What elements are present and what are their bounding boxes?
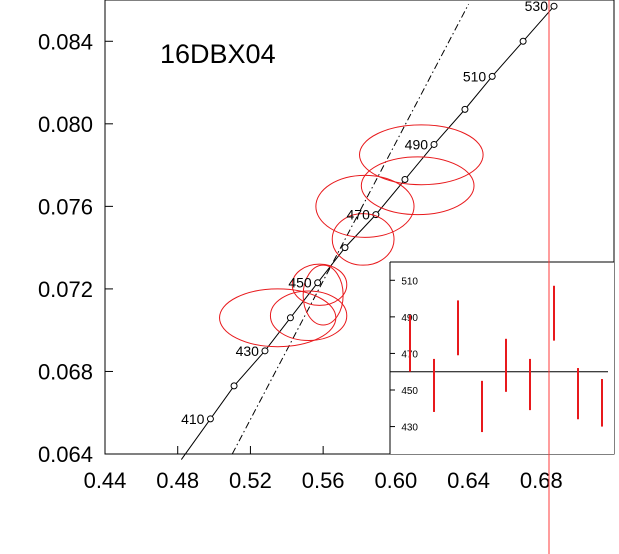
error-ellipse xyxy=(360,156,475,216)
concordia-point xyxy=(286,314,294,322)
age-label: 470 xyxy=(347,207,371,223)
inset-tick-label: 430 xyxy=(401,423,418,434)
error-ellipse xyxy=(291,263,348,306)
error-ellipse xyxy=(315,174,415,238)
error-ellipse xyxy=(359,124,484,186)
x-tick-label: 0.44 xyxy=(84,468,127,493)
concordia-point xyxy=(230,382,238,390)
y-tick-label: 0.076 xyxy=(38,194,93,219)
y-tick-label: 0.072 xyxy=(38,277,93,302)
concordia-point xyxy=(550,2,558,10)
x-tick-label: 0.64 xyxy=(447,468,490,493)
age-label: 490 xyxy=(405,136,429,152)
age-label: 530 xyxy=(525,0,549,14)
error-ellipses xyxy=(219,124,484,348)
x-tick-label: 0.56 xyxy=(302,468,345,493)
inset-tick-label: 450 xyxy=(401,386,418,397)
concordia-point xyxy=(341,244,349,252)
x-tick-label: 0.52 xyxy=(229,468,272,493)
reference-line-segment xyxy=(231,3,470,455)
concordia-curve xyxy=(180,2,558,460)
y-tick-label: 0.064 xyxy=(38,442,93,467)
concordia-point xyxy=(401,176,409,184)
error-ellipse xyxy=(269,290,348,341)
age-label: 430 xyxy=(236,343,260,359)
error-ellipse xyxy=(331,213,395,266)
error-ellipse xyxy=(302,264,344,326)
y-tick-label: 0.084 xyxy=(38,29,93,54)
x-tick-label: 0.68 xyxy=(520,468,563,493)
inset-tick-label: 510 xyxy=(401,276,418,287)
concordia-point xyxy=(488,72,496,80)
plot-frame xyxy=(104,0,615,455)
inset-background xyxy=(390,262,614,454)
age-label: 510 xyxy=(463,68,487,84)
concordia-point xyxy=(519,37,527,45)
x-tick-label: 0.60 xyxy=(374,468,417,493)
age-labels: 410 430 450 470 490 510 530 xyxy=(181,0,548,427)
error-ellipse xyxy=(219,288,337,348)
age-label: 450 xyxy=(288,275,312,291)
concordia-point xyxy=(314,279,322,287)
concordia-point xyxy=(430,140,438,148)
concordia-point xyxy=(261,347,269,355)
y-tick-label: 0.068 xyxy=(38,359,93,384)
x-tick-label: 0.48 xyxy=(156,468,199,493)
y-tick-label: 0.080 xyxy=(38,112,93,137)
reference-line xyxy=(231,3,470,455)
concordia-point xyxy=(461,105,469,113)
age-label: 410 xyxy=(181,411,205,427)
concordia-line xyxy=(180,5,555,460)
concordia-point xyxy=(206,415,214,423)
chart-title: 16DBX04 xyxy=(160,39,276,69)
axis-ticks: 0.44 0.48 0.52 0.56 0.60 0.64 0.68 0.064 0.068 0.… xyxy=(38,29,563,493)
